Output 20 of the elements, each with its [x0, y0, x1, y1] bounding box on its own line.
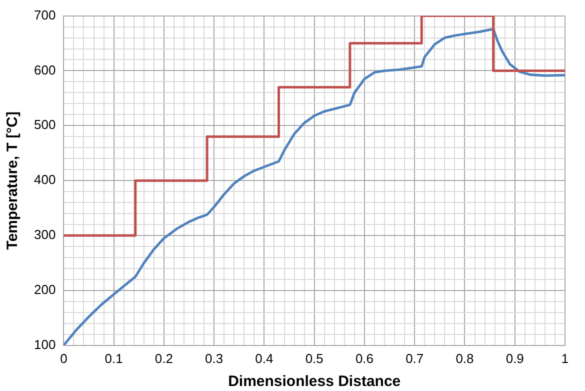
x-tick-label: 0.3: [205, 350, 224, 366]
x-tick-label: 0.6: [355, 350, 374, 366]
x-tick-label: 0.7: [406, 350, 424, 366]
y-tick-label: 600: [34, 62, 56, 78]
x-tick-label: 0.5: [305, 350, 324, 366]
x-tick-label: 0: [60, 350, 68, 366]
y-tick-label: 400: [34, 172, 56, 188]
x-tick-label: 1: [561, 350, 569, 366]
y-tick-label: 300: [34, 227, 56, 242]
x-tick-label: 0.2: [154, 350, 173, 366]
x-tick-label: 0.8: [456, 350, 474, 366]
x-tick-label: 0.9: [506, 350, 524, 366]
y-tick-label: 200: [34, 282, 56, 298]
y-axis-title: Temperature, T [°C]: [4, 111, 22, 250]
x-tick-label: 0.1: [104, 350, 123, 366]
y-tick-label: 700: [34, 7, 56, 22]
x-tick-label: 0.4: [255, 350, 274, 366]
y-tick-label: 500: [34, 117, 56, 132]
y-tick-label: 100: [34, 336, 56, 352]
x-axis-title: Dimensionless Distance: [228, 373, 401, 390]
